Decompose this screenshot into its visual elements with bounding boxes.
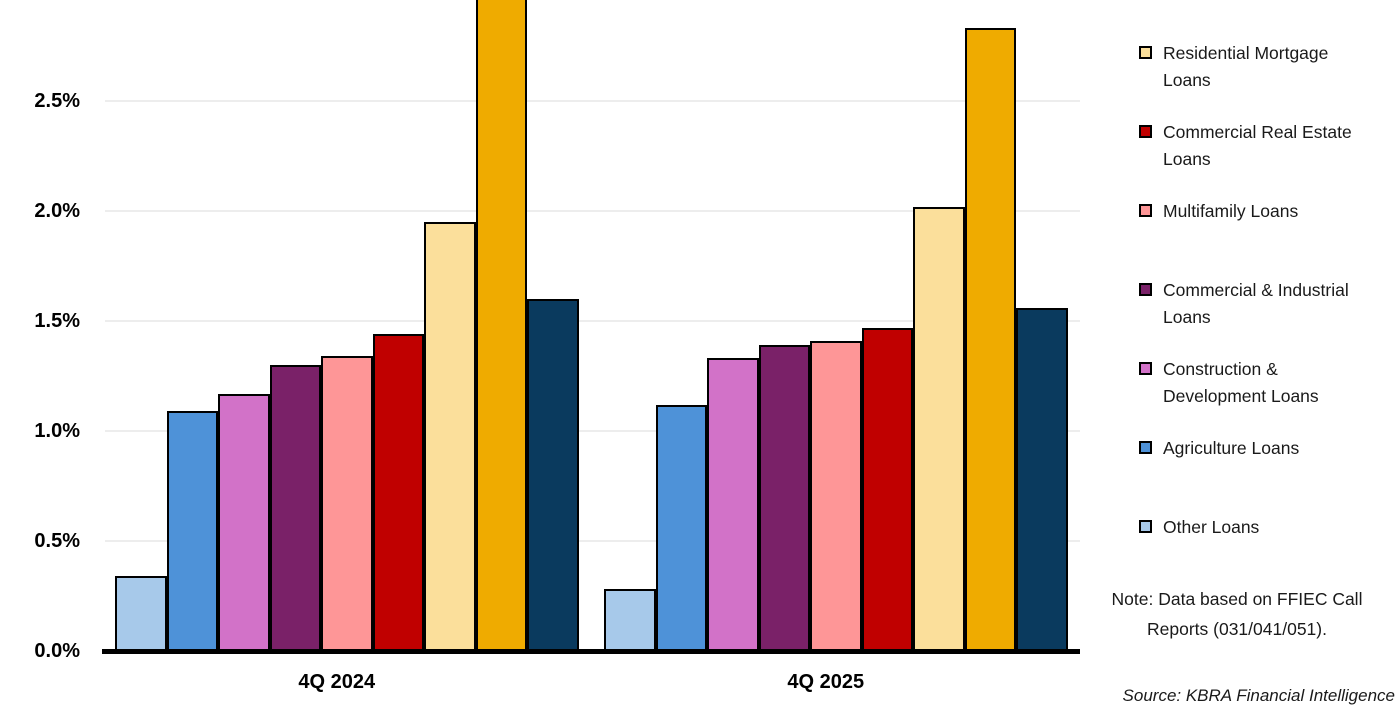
bar-agriculture-loans: [166, 411, 218, 651]
legend-label: Commercial Real Estate Loans: [1163, 122, 1352, 169]
legend-item: Residential Mortgage Loans: [1139, 40, 1399, 94]
bar-other-loans: [604, 589, 656, 651]
y-tick-label: 2.5%: [34, 90, 80, 112]
bar-series-9: [527, 299, 579, 651]
legend-swatch: [1139, 204, 1152, 217]
bar-residential-mortgage-loans: [424, 222, 476, 651]
gridline: [105, 210, 1080, 212]
legend-swatch: [1139, 46, 1152, 59]
bar-series-9: [1016, 307, 1068, 651]
legend-swatch: [1139, 283, 1152, 296]
x-axis-line: [102, 649, 1080, 654]
legend-item: Commercial & Industrial Loans: [1139, 277, 1399, 331]
legend-item: Agriculture Loans: [1139, 435, 1399, 462]
bar-commercial-industrial-loans: [758, 345, 810, 651]
legend-item: Other Loans: [1139, 514, 1399, 541]
gridline: [105, 320, 1080, 322]
x-category-label: 4Q 2024: [298, 671, 376, 693]
gridline: [105, 430, 1080, 432]
y-tick-label: 0.5%: [34, 530, 80, 552]
bar-commercial-industrial-loans: [269, 365, 321, 651]
bar-commercial-real-estate-loans: [372, 334, 424, 651]
legend-label: Commercial & Industrial Loans: [1163, 280, 1349, 327]
bar-residential-mortgage-loans: [913, 206, 965, 651]
legend-label: Residential Mortgage Loans: [1163, 43, 1329, 90]
legend-item: Construction & Development Loans: [1139, 356, 1399, 410]
bar-multifamily-loans: [810, 340, 862, 651]
legend-swatch: [1139, 125, 1152, 138]
y-tick-label: 2.0%: [34, 200, 80, 222]
bar-agriculture-loans: [655, 404, 707, 651]
legend-label: Agriculture Loans: [1163, 438, 1300, 458]
legend-label: Other Loans: [1163, 517, 1260, 537]
legend-item: Multifamily Loans: [1139, 198, 1399, 225]
y-tick-label: 1.0%: [34, 420, 80, 442]
bar-series-8: [475, 0, 527, 651]
bar-construction-development-loans: [707, 358, 759, 651]
x-category-label: 4Q 2025: [787, 671, 865, 693]
note-text: Note: Data based on FFIEC Call Reports (…: [1111, 589, 1363, 639]
source-text: Source: KBRA Financial Intelligence: [1122, 686, 1395, 705]
legend-swatch: [1139, 520, 1152, 533]
bar-other-loans: [115, 576, 167, 651]
legend-swatch: [1139, 362, 1152, 375]
bar-construction-development-loans: [218, 393, 270, 651]
bar-multifamily-loans: [321, 356, 373, 651]
gridline: [105, 540, 1080, 542]
legend-swatch: [1139, 441, 1152, 454]
bar-series-8: [964, 28, 1016, 651]
legend-item: Commercial Real Estate Loans: [1139, 119, 1399, 173]
legend-label: Multifamily Loans: [1163, 201, 1299, 221]
bar-commercial-real-estate-loans: [861, 327, 913, 651]
y-tick-label: 0.0%: [34, 640, 80, 662]
gridline: [105, 100, 1080, 102]
y-tick-label: 1.5%: [34, 310, 80, 332]
legend-label: Construction & Development Loans: [1163, 359, 1319, 406]
